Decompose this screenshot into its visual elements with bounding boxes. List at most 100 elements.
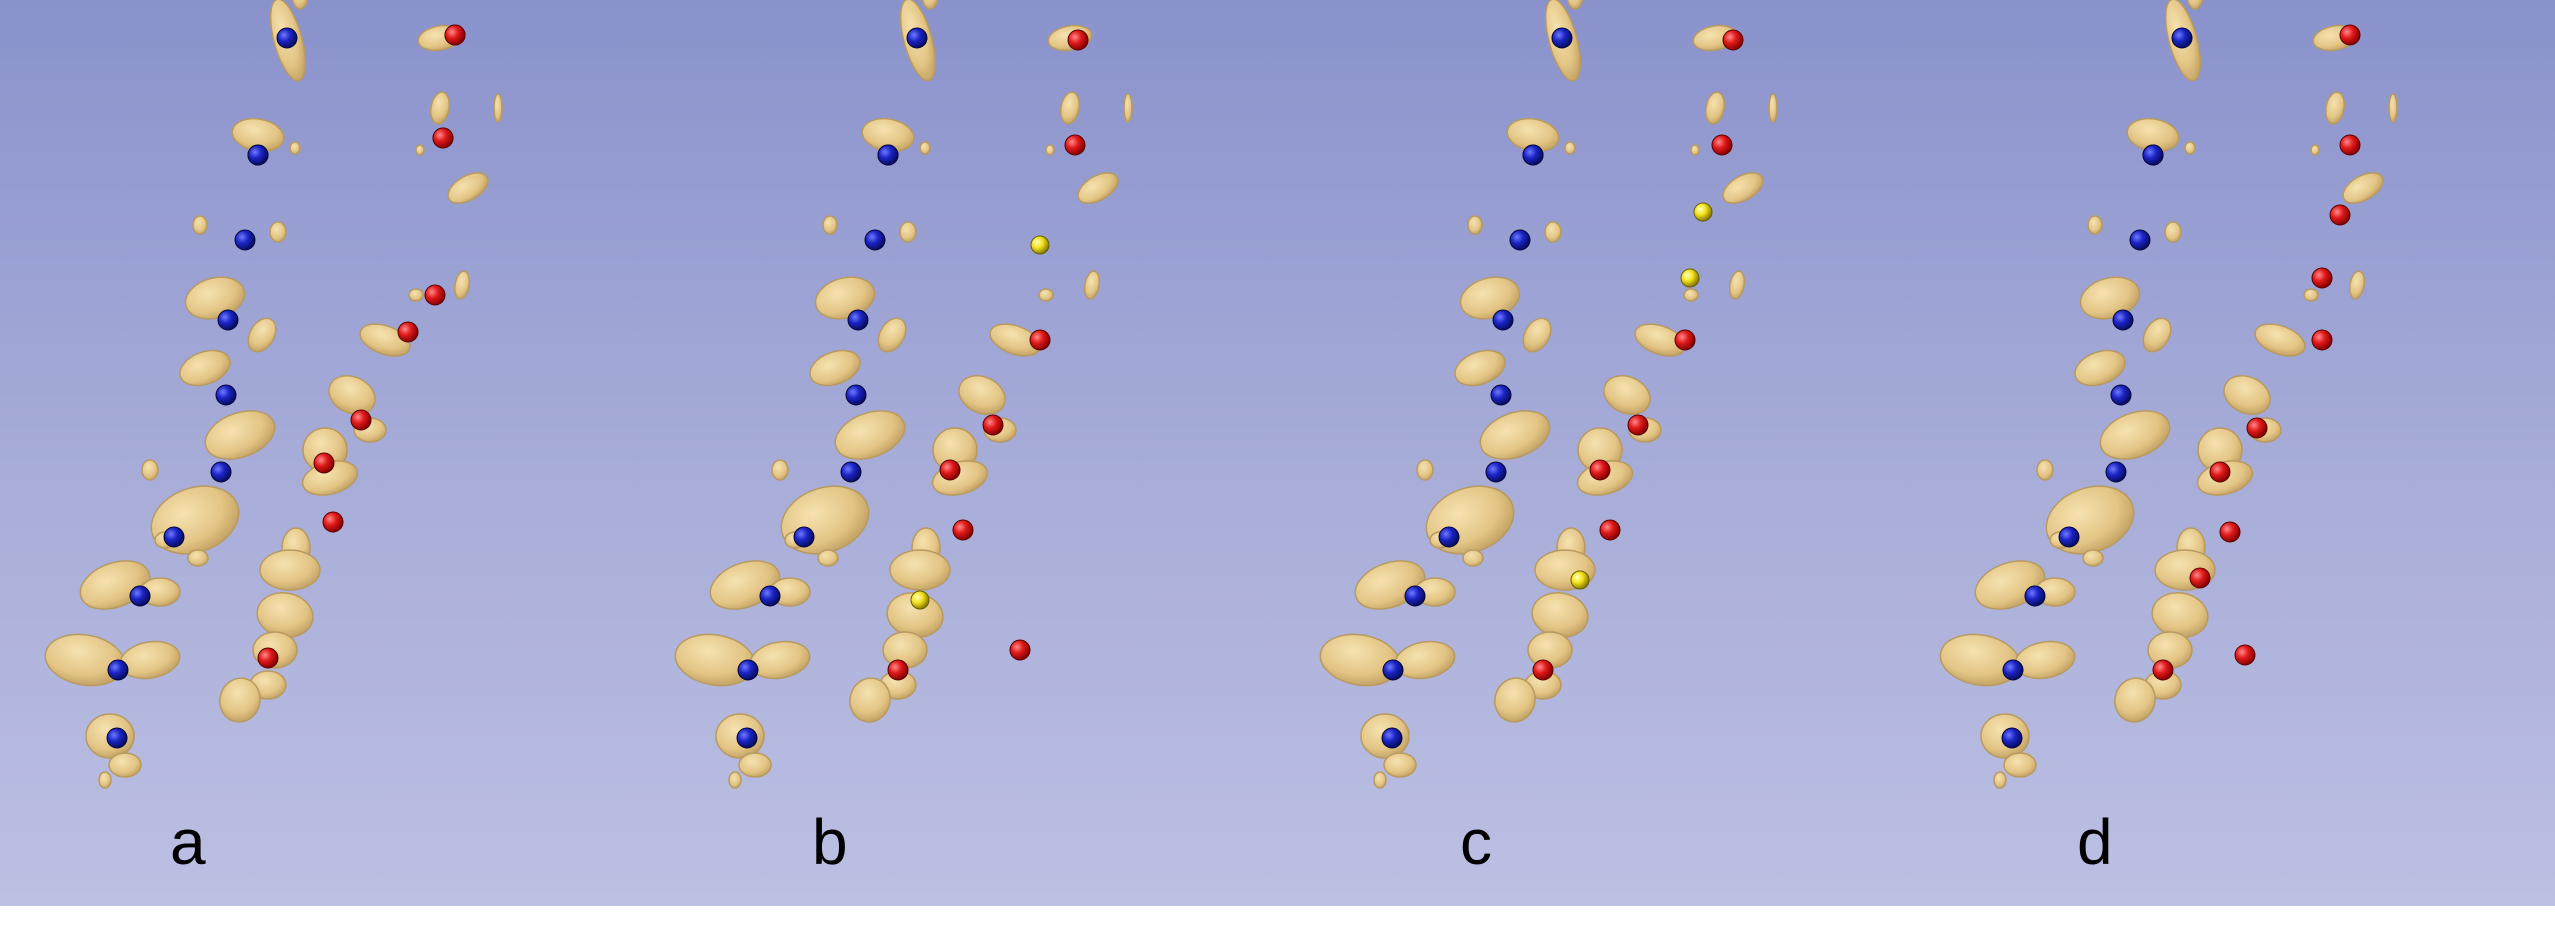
- bone-fragment: [738, 752, 772, 778]
- blue-marker: [1404, 585, 1426, 607]
- bone-fragment: [1704, 91, 1726, 125]
- red-marker: [350, 409, 372, 431]
- bone-fragment: [2074, 349, 2126, 387]
- bone-fragment: [1454, 349, 1506, 387]
- bone-fragment: [187, 549, 209, 567]
- bone-fragment: [1690, 144, 1700, 156]
- bone-fragment: [2254, 323, 2306, 357]
- blue-marker: [2112, 309, 2134, 331]
- panel-label-c: c: [1460, 806, 1492, 878]
- bone-fragment: [2186, 0, 2204, 10]
- blue-marker: [737, 659, 759, 681]
- bone-fragment: [1123, 93, 1133, 123]
- red-marker: [2219, 521, 2241, 543]
- bone-fragment: [204, 410, 276, 460]
- bone-fragment: [1467, 215, 1483, 235]
- bone-fragment: [1683, 288, 1699, 302]
- bone-fragment: [447, 172, 489, 204]
- bone-fragment: [2082, 549, 2104, 567]
- bone-fragment: [889, 549, 951, 591]
- red-marker: [1722, 29, 1744, 51]
- red-marker: [424, 284, 446, 306]
- bone-fragment: [1479, 410, 1551, 460]
- blue-marker: [1509, 229, 1531, 251]
- bone-fragment: [728, 771, 742, 789]
- bone-fragment: [834, 410, 906, 460]
- red-marker: [257, 647, 279, 669]
- red-marker: [2246, 417, 2268, 439]
- bone-fragment: [2014, 640, 2076, 680]
- bone-fragment: [2087, 215, 2103, 235]
- blue-marker: [1492, 309, 1514, 331]
- bone-fragment: [2324, 91, 2346, 125]
- blue-marker: [793, 526, 815, 548]
- blue-marker: [1382, 659, 1404, 681]
- bone-fragment: [141, 459, 159, 481]
- red-marker: [1067, 29, 1089, 51]
- blue-marker: [2058, 526, 2080, 548]
- bone-fragment: [119, 640, 181, 680]
- red-marker: [322, 511, 344, 533]
- bone-fragment: [1494, 677, 1536, 723]
- panel-label-d: d: [2077, 806, 2113, 878]
- bone-fragment: [247, 317, 277, 353]
- blue-marker: [906, 27, 928, 49]
- blue-marker: [234, 229, 256, 251]
- red-marker: [2329, 204, 2351, 226]
- red-marker: [313, 452, 335, 474]
- bone-fragment: [259, 549, 321, 591]
- bone-fragment: [269, 221, 287, 243]
- bone-fragment: [2348, 270, 2366, 300]
- bone-fragment: [809, 349, 861, 387]
- bone-fragment: [1993, 771, 2007, 789]
- bone-fragment: [814, 276, 876, 320]
- bone-fragment: [289, 141, 301, 155]
- bone-fragment: [359, 323, 411, 357]
- bone-fragment: [108, 752, 142, 778]
- red-marker: [1627, 414, 1649, 436]
- bone-fragment: [1459, 276, 1521, 320]
- blue-marker: [107, 659, 129, 681]
- bone-fragment: [1383, 752, 1417, 778]
- blue-marker: [877, 144, 899, 166]
- bone-fragment: [2079, 276, 2141, 320]
- red-marker: [397, 321, 419, 343]
- yellow-marker: [1693, 202, 1713, 222]
- vertebrae-render: [44, 0, 2398, 789]
- bone-fragment: [1045, 144, 1055, 156]
- bone-fragment: [2003, 752, 2037, 778]
- bone-fragment: [1083, 270, 1101, 300]
- blue-marker: [247, 144, 269, 166]
- red-marker: [444, 24, 466, 46]
- blue-marker: [840, 461, 862, 483]
- blue-marker: [276, 27, 298, 49]
- bone-fragment: [179, 349, 231, 387]
- bone-fragment: [219, 677, 261, 723]
- yellow-marker: [910, 590, 930, 610]
- bone-fragment: [2099, 410, 2171, 460]
- bone-fragment: [192, 215, 208, 235]
- blue-marker: [106, 727, 128, 749]
- render-viewport: a b c d: [0, 0, 2555, 906]
- red-marker: [432, 127, 454, 149]
- red-marker: [1009, 639, 1031, 661]
- blue-marker: [2024, 585, 2046, 607]
- red-marker: [1589, 459, 1611, 481]
- red-marker: [2339, 134, 2361, 156]
- bone-fragment: [822, 215, 838, 235]
- bone-fragment: [1038, 288, 1054, 302]
- bone-fragment: [291, 0, 309, 10]
- red-marker: [1064, 134, 1086, 156]
- red-marker: [2189, 567, 2211, 589]
- bone-fragment: [2184, 141, 2196, 155]
- red-marker: [887, 659, 909, 681]
- blue-marker: [2001, 727, 2023, 749]
- blue-marker: [217, 309, 239, 331]
- blue-marker: [736, 727, 758, 749]
- blue-marker: [2142, 144, 2164, 166]
- bone-fragment: [849, 677, 891, 723]
- red-marker: [1532, 659, 1554, 681]
- red-marker: [2209, 461, 2231, 483]
- bone-fragment: [415, 144, 425, 156]
- blue-marker: [1438, 526, 1460, 548]
